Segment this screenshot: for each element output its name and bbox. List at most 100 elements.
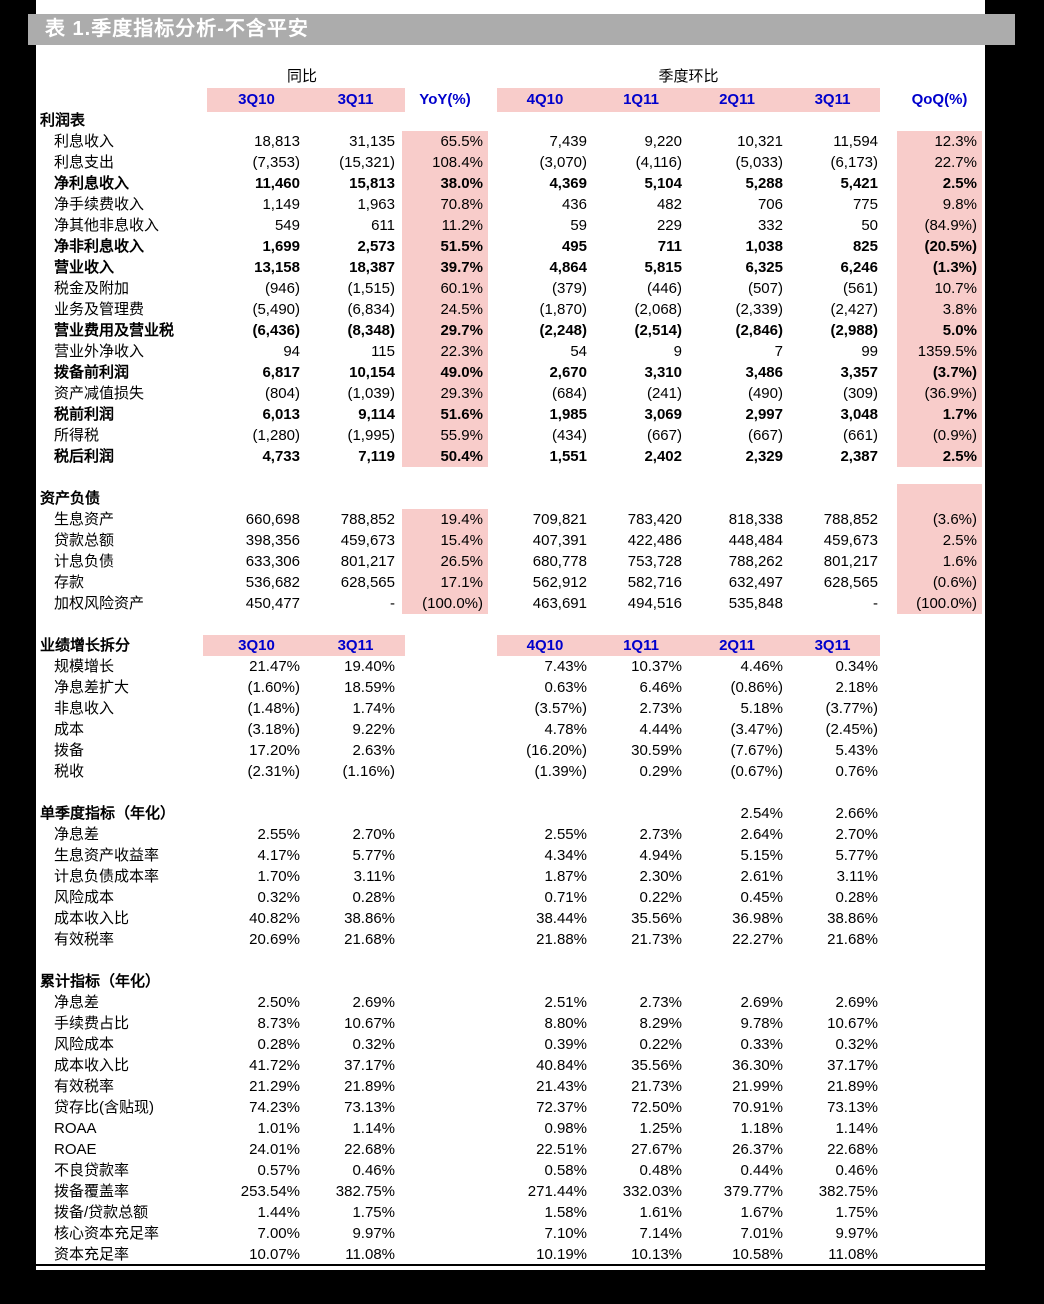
value-cell: 628,565 — [340, 574, 395, 591]
value-cell: (667) — [646, 427, 682, 444]
value-cell: 21.73% — [631, 1078, 682, 1095]
row-label: 非息收入 — [54, 700, 115, 717]
value-cell: (5,033) — [735, 154, 783, 171]
value-cell: 21.47% — [249, 658, 300, 675]
value-cell: 5.18% — [740, 700, 783, 717]
value-cell: (6,834) — [347, 301, 395, 318]
value-cell: 22.51% — [536, 1141, 587, 1158]
value-cell: 463,691 — [532, 595, 587, 612]
value-cell: 5,104 — [644, 175, 682, 192]
spacer-row — [0, 950, 1044, 971]
value-cell: (667) — [747, 427, 783, 444]
row-label: 单季度指标（年化） — [40, 805, 176, 822]
value-cell: (2,514) — [634, 322, 682, 339]
value-cell: 99 — [861, 343, 878, 360]
yoy-group-label: 同比 — [286, 68, 317, 85]
value-cell: 2.70% — [835, 826, 878, 843]
table-bottom-rule — [36, 1264, 985, 1266]
value-cell: 1.61% — [639, 1204, 682, 1221]
value-cell: 7.01% — [740, 1225, 783, 1242]
value-cell: 2.69% — [740, 994, 783, 1011]
value-cell: 11.08% — [828, 1246, 878, 1263]
value-cell: 3,048 — [840, 406, 878, 423]
value-cell: 711 — [657, 238, 682, 255]
value-cell: 5.77% — [352, 847, 395, 864]
row-label: 净非利息收入 — [54, 238, 145, 255]
value-cell: 0.32% — [835, 1036, 878, 1053]
value-cell: 20.69% — [249, 931, 300, 948]
value-cell: 6,013 — [262, 406, 300, 423]
value-cell: 54 — [570, 343, 587, 360]
value-cell: 2.30% — [639, 868, 682, 885]
value-cell: 38.86% — [344, 910, 395, 927]
value-cell: 3,486 — [745, 364, 783, 381]
value-cell: (2.31%) — [247, 763, 300, 780]
table-row: 核心资本充足率 7.00% 9.97% 7.10% 7.14% 7.01% 9.97% — [0, 1223, 1044, 1244]
table-row: 加权风险资产 450,477 - (100.0%) 463,691 494,516 535,… — [0, 593, 1044, 614]
value-cell: 4.44% — [639, 721, 682, 738]
value-cell: - — [873, 595, 878, 612]
table-row: 净非利息收入 1,699 2,573 51.5% 495 711 1,038 825 (20.5… — [0, 236, 1044, 257]
value-cell: 535,848 — [728, 595, 783, 612]
value-cell: 10,321 — [737, 133, 783, 150]
section-row: 单季度指标（年化） 2.54% 2.66% — [0, 803, 1044, 824]
row-label: 成本收入比 — [54, 910, 130, 927]
section-row: 利润表 — [0, 110, 1044, 131]
value-cell: 73.13% — [827, 1099, 878, 1116]
value-cell: 382.75% — [335, 1183, 395, 1200]
value-cell: 3.11% — [353, 868, 395, 885]
value-cell: 3,069 — [644, 406, 682, 423]
value-cell: 706 — [757, 196, 783, 213]
value-cell: (8,348) — [347, 322, 395, 339]
row-label: 营业费用及营业税 — [54, 322, 175, 339]
value-cell: 0.48% — [639, 1162, 682, 1179]
value-cell: 9.78% — [740, 1015, 783, 1032]
value-cell: 11,460 — [254, 175, 300, 192]
value-cell: 72.50% — [631, 1099, 682, 1116]
value-cell: 0.28% — [352, 889, 395, 906]
value-cell: 7.10% — [544, 1225, 587, 1242]
value-cell: (2,068) — [634, 301, 682, 318]
value-cell: 382.75% — [818, 1183, 878, 1200]
value-cell: 1.25% — [639, 1120, 682, 1137]
value-cell: 49.0% — [440, 364, 483, 381]
value-cell: 271.44% — [527, 1183, 587, 1200]
value-cell: 21.73% — [631, 931, 682, 948]
value-cell: (3.57%) — [534, 700, 587, 717]
value-cell: (3.77%) — [825, 700, 878, 717]
row-label: 业绩增长拆分 — [40, 637, 131, 654]
value-cell: 0.46% — [835, 1162, 878, 1179]
value-cell: 60.1% — [440, 280, 483, 297]
row-label: 营业收入 — [54, 259, 115, 276]
table-row: 营业外净收入 94 115 22.3% 54 9 7 99 1359.5% — [0, 341, 1044, 362]
value-cell: 2.70% — [352, 826, 395, 843]
value-cell: 51.5% — [440, 238, 483, 255]
value-cell: 31,135 — [349, 133, 395, 150]
table-row: 生息资产收益率 4.17% 5.77% 4.34% 4.94% 5.15% 5.77% — [0, 845, 1044, 866]
value-cell: 0.33% — [740, 1036, 783, 1053]
value-cell: 10.37% — [631, 658, 682, 675]
value-cell: 2.73% — [639, 994, 682, 1011]
value-cell: 18.59% — [344, 679, 395, 696]
row-label: 风险成本 — [54, 889, 115, 906]
row-label: 计息负债 — [54, 553, 115, 570]
row-label: 成本收入比 — [54, 1057, 130, 1074]
value-cell: 21.68% — [827, 931, 878, 948]
value-cell: 1.14% — [835, 1120, 878, 1137]
col-header-3q11-qoq: 3Q11 — [814, 91, 851, 108]
table-row: 有效税率 21.29% 21.89% 21.43% 21.73% 21.99% 21.89% — [0, 1076, 1044, 1097]
row-label: 税前利润 — [54, 406, 115, 423]
value-cell: (1.48%) — [247, 700, 300, 717]
table-row: 税金及附加 (946) (1,515) 60.1% (379) (446) (507) (56… — [0, 278, 1044, 299]
table-row: 存款 536,682 628,565 17.1% 562,912 582,716 632,4… — [0, 572, 1044, 593]
value-cell: - — [390, 595, 395, 612]
value-cell: 10.07% — [249, 1246, 300, 1263]
value-cell: 18,813 — [254, 133, 300, 150]
growth-col-header: 3Q11 — [814, 637, 851, 654]
value-cell: 21.29% — [249, 1078, 300, 1095]
value-cell: 29.3% — [440, 385, 483, 402]
value-cell: (2,427) — [830, 301, 878, 318]
value-cell: 229 — [656, 217, 682, 234]
value-cell: 12.3% — [934, 133, 977, 150]
